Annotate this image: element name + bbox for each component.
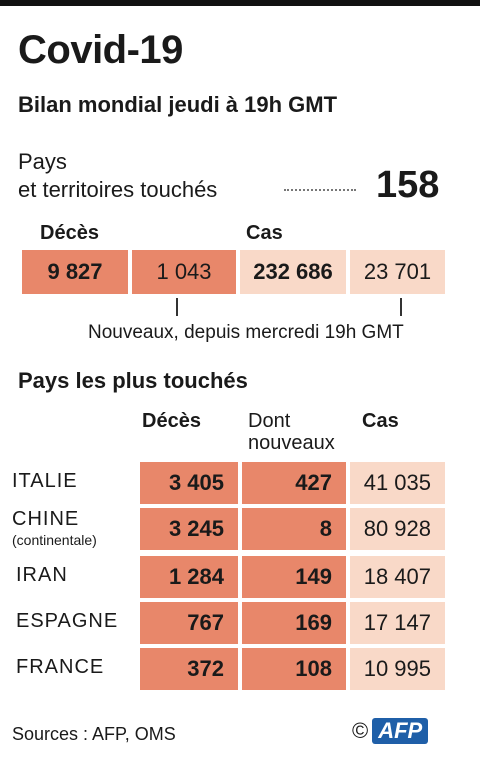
col-header-new: Dont nouveaux	[248, 410, 335, 454]
cases-cell: 80 928	[350, 508, 445, 550]
new-note: Nouveaux, depuis mercredi 19h GMT	[88, 322, 404, 343]
cases-cell: 18 407	[350, 556, 445, 598]
country-name: IRAN	[16, 564, 68, 586]
countries-label: Pays et territoires touchés	[18, 148, 217, 204]
country-name: FRANCE	[16, 656, 105, 678]
new-deaths-cell: 8	[242, 508, 346, 550]
note-tick-deaths	[176, 298, 178, 316]
deaths-cell: 372	[140, 648, 238, 690]
country-name: ESPAGNE	[16, 610, 119, 632]
table-row: FRANCE 372 108 10 995	[0, 648, 480, 690]
new-deaths-cell: 108	[242, 648, 346, 690]
sources-text: Sources : AFP, OMS	[12, 724, 176, 744]
copyright-symbol: ©	[352, 718, 369, 743]
global-cases-new: 23 701	[350, 250, 445, 294]
deaths-cell: 1 284	[140, 556, 238, 598]
deaths-cell: 3 245	[140, 508, 238, 550]
col-header-new-line1: Dont	[248, 410, 291, 432]
countries-label-line2: et territoires touchés	[18, 177, 218, 202]
page-subtitle: Bilan mondial jeudi à 19h GMT	[18, 92, 338, 117]
global-deaths-new: 1 043	[132, 250, 236, 294]
dotted-leader	[284, 189, 356, 191]
countries-label-line1: Pays	[18, 149, 67, 174]
global-deaths-total: 9 827	[22, 250, 128, 294]
cases-cell: 41 035	[350, 462, 445, 504]
col-header-deaths: Décès	[142, 410, 201, 432]
new-deaths-cell: 149	[242, 556, 346, 598]
cases-cell: 10 995	[350, 648, 445, 690]
table-row: ESPAGNE 767 169 17 147	[0, 602, 480, 644]
global-cases-total: 232 686	[240, 250, 346, 294]
deaths-cell: 3 405	[140, 462, 238, 504]
cases-cell: 17 147	[350, 602, 445, 644]
afp-logo: AFP	[372, 718, 429, 744]
col-header-new-line2: nouveaux	[248, 432, 335, 454]
afp-credit: © AFP	[352, 718, 429, 744]
note-tick-cases	[400, 298, 402, 316]
country-name: ITALIE	[12, 470, 78, 492]
country-name: CHINE	[12, 508, 80, 530]
deaths-cell: 767	[140, 602, 238, 644]
table-row: IRAN 1 284 149 18 407	[0, 556, 480, 598]
new-deaths-cell: 427	[242, 462, 346, 504]
section-title: Pays les plus touchés	[18, 368, 248, 393]
top-rule	[0, 0, 480, 6]
col-header-cases: Cas	[362, 410, 399, 432]
global-deaths-header: Décès	[40, 222, 99, 244]
new-deaths-cell: 169	[242, 602, 346, 644]
country-subtitle: (continentale)	[12, 532, 97, 548]
countries-value: 158	[376, 164, 440, 206]
table-row: ITALIE 3 405 427 41 035	[0, 462, 480, 504]
table-row: CHINE (continentale) 3 245 8 80 928	[0, 508, 480, 550]
page-title: Covid-19	[18, 28, 183, 72]
global-cases-header: Cas	[246, 222, 283, 244]
